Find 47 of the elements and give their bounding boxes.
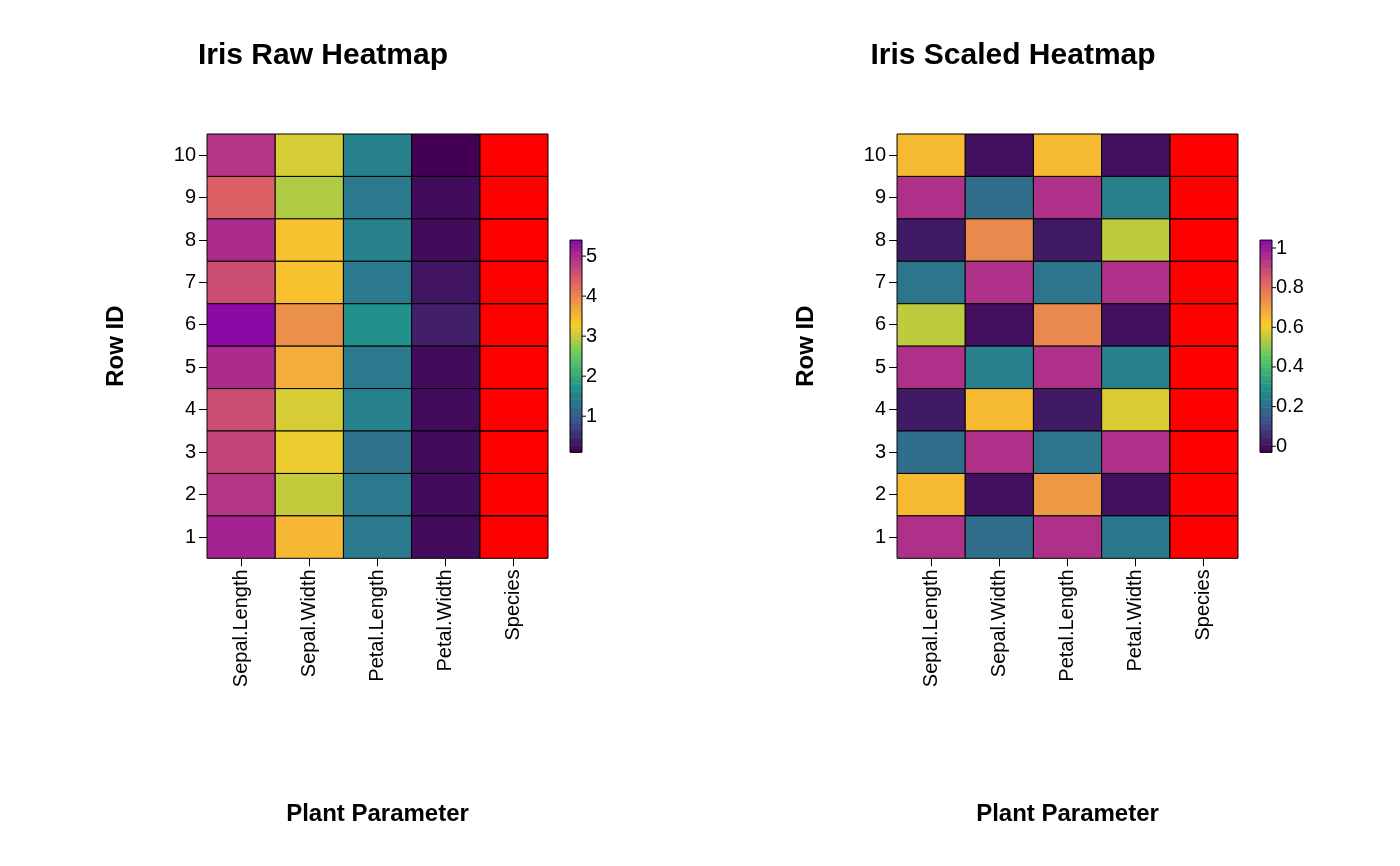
y-tick-label: 9 — [874, 185, 887, 208]
y-tick-label: 6 — [874, 312, 887, 335]
y-tick-label: 3 — [184, 439, 197, 462]
y-tick-label: 10 — [173, 142, 197, 165]
y-tick-label: 4 — [874, 397, 887, 420]
color-bar-label: 0.2 — [1276, 394, 1304, 417]
x-tick-label: Sepal.Length — [228, 569, 251, 688]
y-tick-label: 9 — [184, 185, 197, 208]
y-tick-label: 8 — [874, 227, 887, 250]
y-tick-label: 1 — [184, 524, 197, 547]
y-tick-label: 3 — [874, 439, 887, 462]
x-tick-label: Petal.Length — [365, 569, 388, 682]
color-bar-label: 0 — [1276, 433, 1288, 456]
color-bar-label: 4 — [586, 283, 598, 306]
chart-title: Iris Raw Heatmap — [197, 37, 449, 71]
x-tick-label: Species — [1191, 569, 1214, 641]
color-bar-label: 0.4 — [1276, 354, 1304, 377]
y-tick-label: 4 — [184, 397, 197, 420]
x-tick-label: Sepal.Length — [918, 569, 941, 688]
y-tick-label: 6 — [184, 312, 197, 335]
x-tick-label: Sepal.Width — [986, 569, 1009, 678]
color-bar-label: 0.8 — [1276, 275, 1304, 298]
x-axis-title: Plant Parameter — [286, 799, 469, 827]
color-bar-label: 0.6 — [1276, 314, 1304, 337]
x-tick-label: Petal.Length — [1055, 569, 1078, 682]
y-tick-label: 5 — [184, 354, 197, 377]
y-tick-label: 10 — [863, 142, 887, 165]
color-bar-label: 1 — [1276, 235, 1288, 258]
color-bar-label: 2 — [586, 363, 598, 386]
color-bar-label: 5 — [586, 243, 598, 266]
y-tick-label: 2 — [874, 482, 887, 505]
x-tick-label: Petal.Width — [1123, 569, 1146, 672]
y-tick-label: 7 — [184, 270, 197, 293]
color-bar-label: 1 — [586, 403, 598, 426]
x-axis-title: Plant Parameter — [976, 799, 1159, 827]
y-tick-label: 2 — [184, 482, 197, 505]
y-tick-label: 8 — [184, 227, 197, 250]
y-axis-title: Row ID — [791, 305, 819, 387]
x-tick-label: Petal.Width — [433, 569, 456, 672]
y-axis-title: Row ID — [101, 305, 129, 387]
y-tick-label: 7 — [874, 270, 887, 293]
y-tick-label: 1 — [874, 524, 887, 547]
x-tick-label: Sepal.Width — [296, 569, 319, 678]
y-tick-label: 5 — [874, 354, 887, 377]
color-bar-label: 3 — [586, 323, 598, 346]
x-tick-label: Species — [501, 569, 524, 641]
chart-title: Iris Scaled Heatmap — [870, 37, 1156, 71]
